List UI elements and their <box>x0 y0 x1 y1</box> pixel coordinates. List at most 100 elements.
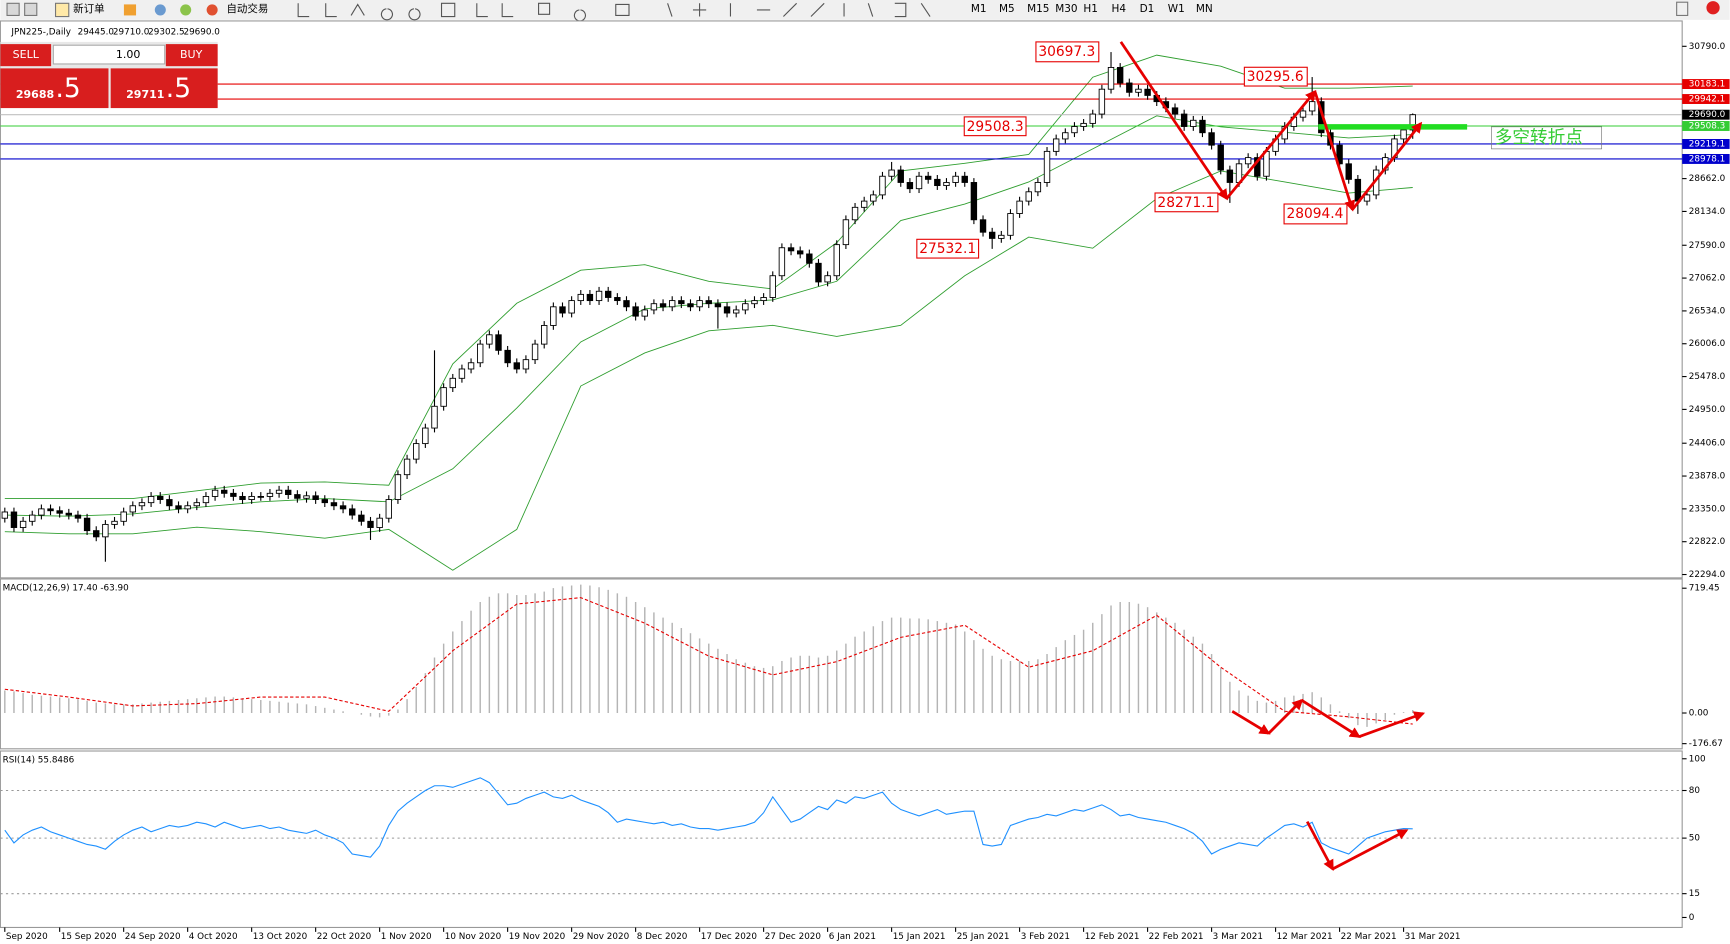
candle-body <box>541 325 548 345</box>
x-tick-label: 10 Nov 2020 <box>445 932 502 942</box>
candle-body <box>1135 88 1142 93</box>
candle-body <box>1089 113 1096 124</box>
symbol-title: JPN225-,Daily <box>10 27 71 37</box>
y-tick-label: 50 <box>1689 834 1701 844</box>
x-tick-label: 4 Oct 2020 <box>189 932 238 942</box>
sell-label[interactable]: SELL <box>13 48 40 61</box>
new-order[interactable]: 新订单 <box>73 2 104 15</box>
candle-body <box>824 275 831 283</box>
timeframe[interactable]: M5 <box>999 3 1015 15</box>
candle-body <box>1126 82 1133 93</box>
rsi-pane <box>0 750 1683 929</box>
candle-body <box>1180 113 1188 127</box>
alert-icon[interactable] <box>1706 1 1720 15</box>
y-tick-label: 28134.0 <box>1689 207 1726 217</box>
candle-body <box>623 300 630 308</box>
icon[interactable] <box>24 2 38 16</box>
icon[interactable] <box>154 4 166 16</box>
annotation-box <box>1283 203 1348 225</box>
ask-price[interactable]: 29711 <box>126 88 164 101</box>
icon[interactable] <box>6 2 20 16</box>
candle-body <box>1071 126 1078 134</box>
x-tick-label: 1 Nov 2020 <box>381 932 432 942</box>
ask-pips[interactable]: .5 <box>166 73 191 104</box>
y-tick-label: 30790.0 <box>1689 42 1726 52</box>
annotation: 28271.1 <box>1157 195 1214 211</box>
annotation-box <box>1243 66 1308 87</box>
search-icon[interactable] <box>1676 1 1689 16</box>
ohlc-open: 29445.0 <box>78 27 115 37</box>
timeframes: M1 M5 M15 M30 H1 H4 D1 W1 MN <box>971 3 1213 15</box>
candle-body <box>842 219 850 246</box>
candle-body <box>1025 191 1032 202</box>
candle-body <box>202 495 210 504</box>
bid-box[interactable] <box>0 68 109 109</box>
level-tag <box>1682 79 1730 89</box>
icon[interactable] <box>180 4 192 16</box>
level-label: 29508.3 <box>1689 121 1725 131</box>
level-tag <box>1682 94 1730 104</box>
candle-body <box>1098 88 1106 115</box>
candle-body <box>285 489 292 496</box>
arrow <box>1267 698 1304 735</box>
level-label: 29690.0 <box>1689 110 1726 120</box>
y-tick-label: -176.67 <box>1689 739 1723 749</box>
candle-body <box>65 512 73 516</box>
candle-body <box>1190 119 1197 127</box>
candle-body <box>312 495 319 500</box>
y-tick-label: 23878.0 <box>1689 472 1726 482</box>
bid-pips[interactable]: .5 <box>56 73 81 104</box>
candle-body <box>358 514 365 522</box>
candle-body <box>1034 182 1042 193</box>
icon[interactable] <box>206 4 218 16</box>
y-tick-label: 27062.0 <box>1689 274 1726 284</box>
candle-body <box>970 182 978 221</box>
buy-button[interactable] <box>165 44 218 67</box>
icon[interactable] <box>123 4 137 16</box>
candle-body <box>751 300 758 305</box>
timeframe[interactable]: M1 <box>971 3 987 15</box>
pivot-note: 多空转折点 <box>1495 127 1583 148</box>
ohlc-low: 29302.5 <box>148 27 184 37</box>
candle-body <box>495 334 502 351</box>
x-tick-label: 22 Oct 2020 <box>317 932 372 942</box>
timeframe[interactable]: M30 <box>1055 3 1077 15</box>
timeframe[interactable]: H1 <box>1083 3 1098 15</box>
x-tick-label: 12 Feb 2021 <box>1085 932 1140 942</box>
candle-body <box>1208 132 1215 146</box>
candle-body <box>330 502 338 507</box>
buy-label[interactable]: BUY <box>180 48 203 61</box>
bid-price[interactable]: 29688 <box>16 88 54 101</box>
arrow <box>1351 121 1423 211</box>
rsi-title: RSI(14) 55.8486 <box>3 755 75 765</box>
candle-body <box>1263 150 1270 177</box>
candle-body <box>1 511 9 519</box>
sell-button[interactable] <box>0 44 52 67</box>
timeframe[interactable]: W1 <box>1168 3 1185 15</box>
arrow <box>1331 829 1409 871</box>
annotation: 28094.4 <box>1286 206 1343 222</box>
signal-line <box>4 597 1413 725</box>
timeframe[interactable]: MN <box>1196 3 1213 15</box>
timeframe[interactable]: M15 <box>1027 3 1049 15</box>
x-tick-label: 12 Mar 2021 <box>1277 932 1333 942</box>
candle-body <box>339 505 347 510</box>
candle-body <box>888 169 895 177</box>
candle-body <box>1043 150 1051 183</box>
candle-body <box>56 510 63 514</box>
ask-box[interactable] <box>110 68 218 109</box>
timeframe[interactable]: H4 <box>1111 3 1126 15</box>
lot-value[interactable]: 1.00 <box>116 48 141 61</box>
candle-body <box>1308 101 1316 112</box>
x-tick-label: 24 Sep 2020 <box>125 932 181 942</box>
auto-trading[interactable]: 自动交易 <box>226 2 268 15</box>
lot-input[interactable] <box>52 44 166 65</box>
candle-body <box>431 405 438 429</box>
toolbar-bg <box>0 0 1730 20</box>
candle-body <box>230 492 237 497</box>
icon[interactable] <box>54 2 70 18</box>
candle-body <box>394 474 402 500</box>
timeframe[interactable]: D1 <box>1140 3 1155 15</box>
candle-body <box>943 182 950 187</box>
